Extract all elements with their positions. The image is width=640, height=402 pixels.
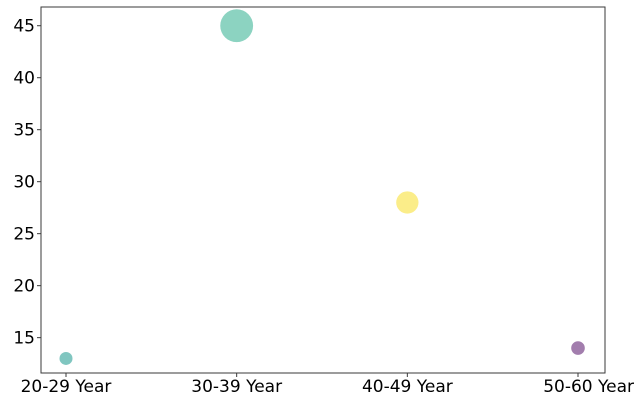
x-tick-label: 40-49 Year [362,377,453,397]
data-point [396,191,419,214]
y-tick-label: 20 [13,277,35,297]
y-tick-label: 40 [13,69,35,89]
x-tick-label: 20-29 Year [21,377,112,397]
x-axis: 20-29 Year 30-39 Year 40-49 Year 50-60 Year [21,373,634,397]
y-tick-label: 35 [13,121,35,141]
data-point [59,351,73,365]
y-tick-label: 25 [13,225,35,245]
x-tick-label: 30-39 Year [191,377,282,397]
y-tick-label: 30 [13,173,35,193]
y-tick-label: 45 [13,17,35,37]
data-point [571,341,585,355]
y-tick-label: 15 [13,329,35,349]
data-points [59,9,585,365]
x-tick-label: 50-60 Year [543,377,634,397]
plot-area [40,6,606,374]
y-axis: 15 20 25 30 35 40 45 [13,17,41,349]
data-point [220,9,254,43]
